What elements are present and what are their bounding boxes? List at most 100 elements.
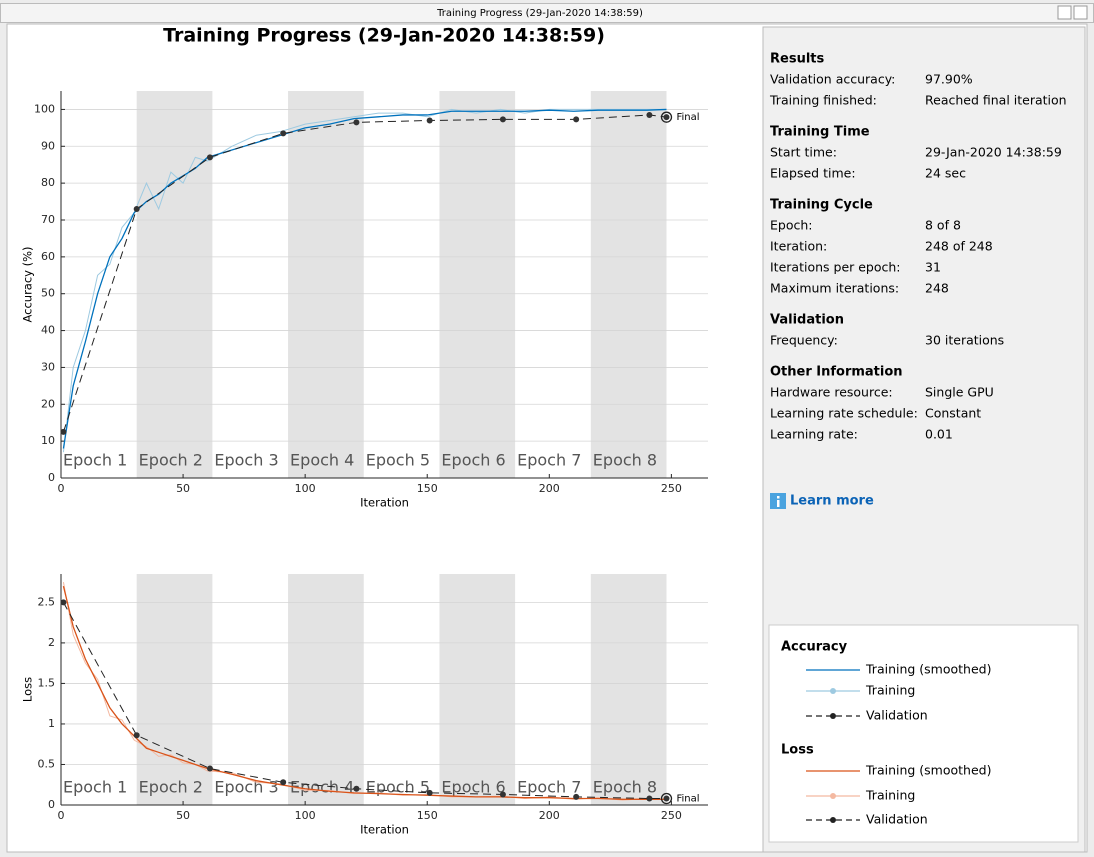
legend-marker: [830, 817, 836, 823]
y-tick-label: 70: [41, 213, 55, 226]
y-axis-label: Loss: [21, 677, 35, 702]
y-axis-label: Accuracy (%): [21, 246, 35, 322]
info-label: Frequency:: [770, 333, 838, 348]
epoch-band: [439, 574, 516, 805]
epoch-band: [136, 574, 213, 805]
x-tick-label: 100: [295, 482, 316, 495]
y-tick-label: 60: [41, 250, 55, 263]
info-value: 0.01: [925, 427, 953, 442]
validation-point: [280, 779, 287, 786]
x-tick-label: 150: [417, 482, 438, 495]
epoch-label: Epoch 7: [517, 778, 581, 797]
validation-point: [646, 795, 653, 802]
epoch-label: Epoch 2: [139, 778, 203, 797]
legend-marker: [830, 793, 836, 799]
info-value: 248: [925, 281, 949, 296]
info-label: Epoch:: [770, 218, 813, 233]
validation-point: [206, 765, 213, 772]
maximize-button[interactable]: [1057, 5, 1072, 20]
x-tick-label: 100: [295, 809, 316, 822]
legend-label: Validation: [866, 812, 928, 827]
final-label: Final: [676, 112, 699, 123]
x-tick-label: 200: [539, 809, 560, 822]
y-tick-label: 2.5: [38, 595, 56, 608]
x-tick-label: 200: [539, 482, 560, 495]
info-value: 8 of 8: [925, 218, 961, 233]
epoch-label: Epoch 8: [593, 451, 657, 470]
validation-point: [426, 117, 433, 124]
validation-point: [663, 114, 670, 121]
epoch-label: Epoch 6: [441, 778, 505, 797]
validation-point: [573, 116, 580, 123]
info-value: Single GPU: [925, 385, 994, 400]
y-tick-label: 100: [34, 102, 55, 115]
learn-more-link[interactable]: Learn more: [790, 494, 874, 509]
info-value: 31: [925, 260, 941, 275]
validation-point: [499, 116, 506, 123]
epoch-band: [439, 91, 516, 478]
x-tick-label: 50: [176, 809, 190, 822]
info-label: Start time:: [770, 145, 837, 160]
legend-heading: Accuracy: [781, 640, 848, 655]
x-tick-label: 50: [176, 482, 190, 495]
epoch-band: [136, 91, 213, 478]
x-tick-label: 0: [58, 809, 65, 822]
x-tick-label: 250: [661, 482, 682, 495]
series-line: [63, 602, 667, 800]
info-label: Validation accuracy:: [770, 72, 895, 87]
epoch-label: Epoch 7: [517, 451, 581, 470]
epoch-label: Epoch 8: [593, 778, 657, 797]
legend-label: Training (smoothed): [865, 662, 991, 677]
x-axis-label: Iteration: [360, 823, 409, 837]
y-tick-label: 2: [48, 636, 55, 649]
section-heading: Results: [770, 52, 824, 67]
legend-marker: [830, 713, 836, 719]
epoch-label: Epoch 4: [290, 778, 354, 797]
y-tick-label: 0: [48, 471, 55, 484]
series-line: [62, 586, 667, 800]
info-icon-stem: [777, 500, 780, 507]
validation-point: [353, 785, 360, 792]
series-line: [62, 108, 667, 449]
validation-point: [426, 789, 433, 796]
x-tick-label: 250: [661, 809, 682, 822]
info-value: 29-Jan-2020 14:38:59: [925, 145, 1062, 160]
legend-box: [768, 624, 1079, 843]
info-value: 248 of 248: [925, 239, 993, 254]
y-tick-label: 50: [41, 287, 55, 300]
epoch-label: Epoch 3: [214, 778, 278, 797]
epoch-band: [590, 574, 667, 805]
info-value: 24 sec: [925, 166, 966, 181]
x-tick-label: 150: [417, 809, 438, 822]
y-tick-label: 1: [48, 717, 55, 730]
y-tick-label: 90: [41, 139, 55, 152]
legend-heading: Loss: [781, 743, 814, 758]
y-tick-label: 30: [41, 360, 55, 373]
epoch-label: Epoch 4: [290, 451, 354, 470]
x-tick-label: 0: [58, 482, 65, 495]
info-label: Learning rate schedule:: [770, 406, 918, 421]
info-value: 30 iterations: [925, 333, 1004, 348]
window-title: Training Progress (29-Jan-2020 14:38:59): [436, 8, 643, 19]
y-tick-label: 10: [41, 434, 55, 447]
close-button[interactable]: [1073, 5, 1088, 20]
info-label: Learning rate:: [770, 427, 858, 442]
epoch-label: Epoch 6: [441, 451, 505, 470]
final-marker: [660, 792, 673, 805]
epoch-band: [288, 574, 364, 805]
validation-point: [60, 428, 67, 435]
epoch-band: [288, 91, 364, 478]
series-line: [62, 114, 667, 433]
section-heading: Validation: [770, 313, 844, 328]
validation-point: [499, 791, 506, 798]
epoch-label: Epoch 5: [366, 451, 430, 470]
epoch-band: [590, 91, 667, 478]
legend-label: Training (smoothed): [865, 763, 991, 778]
figure-title: Training Progress (29-Jan-2020 14:38:59): [163, 25, 605, 47]
y-tick-label: 0: [48, 798, 55, 811]
validation-point: [133, 205, 140, 212]
info-label: Hardware resource:: [770, 385, 893, 400]
validation-point: [280, 130, 287, 137]
y-tick-label: 20: [41, 397, 55, 410]
info-label: Elapsed time:: [770, 166, 856, 181]
